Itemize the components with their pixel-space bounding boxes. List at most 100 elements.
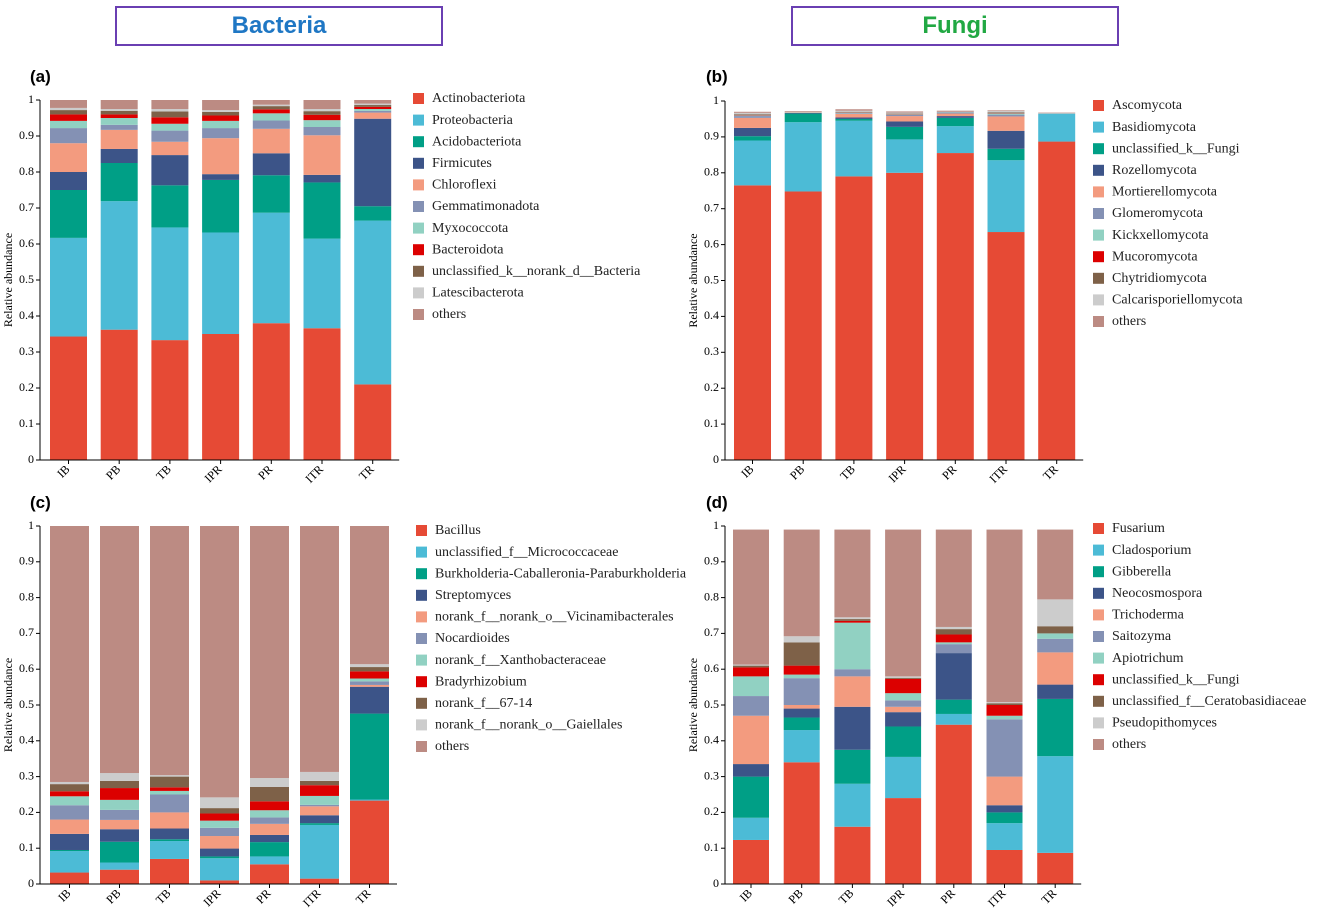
bar-segment [986,812,1023,824]
legend-entry: others [1112,737,1146,752]
legend-swatch [1093,566,1104,578]
y-tick-label: 1 [28,518,34,532]
bar-segment [350,526,389,665]
bar-segment [50,172,87,190]
bar-segment [936,112,974,114]
bar-segment [303,328,341,460]
y-axis-label: Relative abundance [1,233,15,327]
bar-segment [303,127,341,136]
bar-segment [151,111,189,118]
x-tick-label: IPR [884,886,907,909]
bar-segment [935,653,972,700]
y-tick-label: 0.7 [19,200,34,214]
bar-segment [834,529,871,618]
bar-segment [252,175,290,213]
legend-swatch [416,719,427,731]
bar-segment [100,110,138,115]
bar-segment [50,796,89,806]
bar-segment [1037,599,1074,627]
y-tick-label: 0.4 [19,308,34,322]
legend-swatch [413,157,424,169]
legend-swatch [416,633,427,644]
legend-entry: Bacillus [435,523,481,538]
legend-swatch [1093,251,1104,263]
bar-segment [350,671,389,679]
y-tick-label: 0.8 [704,165,719,179]
bar-segment [300,823,339,825]
bar-segment [354,110,392,113]
bar-segment [150,858,189,884]
bar-segment [303,100,341,109]
legend-entry: Bacteroidota [432,242,504,257]
bar-segment [885,676,922,678]
bar-segment [350,684,389,687]
bar-segment [935,644,972,654]
bar-segment [150,787,189,791]
bar-segment [354,103,392,106]
legend-swatch [413,114,424,126]
legend-entry: Glomeromycota [1112,206,1204,221]
bar-segment [100,109,138,111]
y-tick-label: 1 [28,92,34,106]
bar-segment [936,126,974,154]
x-tick-label: PR [255,462,275,482]
bar-segment [784,191,822,460]
bar-segment [300,804,339,807]
bar-segment [835,117,873,119]
x-tick-label: IB [737,886,755,904]
bar-segment [734,114,771,116]
bar-segment [202,111,240,116]
legend-entry: norank_f__norank_o__Gaiellales [435,718,622,733]
bar-segment [354,105,392,107]
bar-segment [151,227,189,341]
legend-swatch [1093,229,1104,241]
bar-segment [150,828,189,840]
bar-segment [885,693,922,701]
bar-segment [252,100,290,105]
bar-segment [250,526,289,779]
y-tick-label: 0.2 [704,380,719,394]
bar-segment [354,220,392,385]
bar-segment [252,120,290,129]
y-tick-label: 0.4 [704,308,719,322]
bar-segment [986,702,1023,704]
bar-segment [1037,852,1074,884]
x-tick-label: PR [939,462,959,482]
legend-entry: Basidiomycota [1112,120,1197,135]
y-axis-label: Relative abundance [686,658,700,752]
bar-segment [885,726,922,757]
y-tick-label: 0.4 [19,733,34,747]
bar-segment [354,100,392,104]
x-tick-label: TR [1040,462,1061,483]
bar-segment [250,856,289,865]
legend-entry: Calcarisporiellomycota [1112,293,1243,308]
x-tick-label: IPR [202,462,225,485]
x-tick-label: PB [103,886,123,906]
bar-segment [100,100,138,109]
bar-segment [783,708,820,718]
legend-swatch [413,179,424,191]
legend-swatch [413,265,424,277]
bar-segment [987,160,1025,233]
bar-segment [100,148,138,163]
bacteria-group-title: Bacteria [115,6,443,46]
bar-segment [733,665,769,668]
bar-segment [987,114,1025,117]
legend-swatch [416,525,427,536]
bar-segment [733,696,769,716]
y-tick-label: 0.7 [704,625,719,639]
bar-segment [250,834,289,843]
y-tick-label: 0.6 [19,236,34,250]
x-tick-label: IPR [200,886,223,909]
y-tick-label: 0.2 [19,804,34,818]
bar-segment [834,619,871,621]
bar-segment [886,111,924,113]
bar-segment [100,841,139,863]
bar-segment [935,713,972,725]
y-tick-label: 0.2 [704,804,719,818]
bar-segment [733,529,769,665]
bar-segment [986,719,1023,777]
chart-panel-3: (d) Relative abundance IB PB TB IPR PR ITR TR 0 0.… [686,493,1306,910]
bar-segment [886,121,924,127]
bar-segment [987,148,1025,161]
